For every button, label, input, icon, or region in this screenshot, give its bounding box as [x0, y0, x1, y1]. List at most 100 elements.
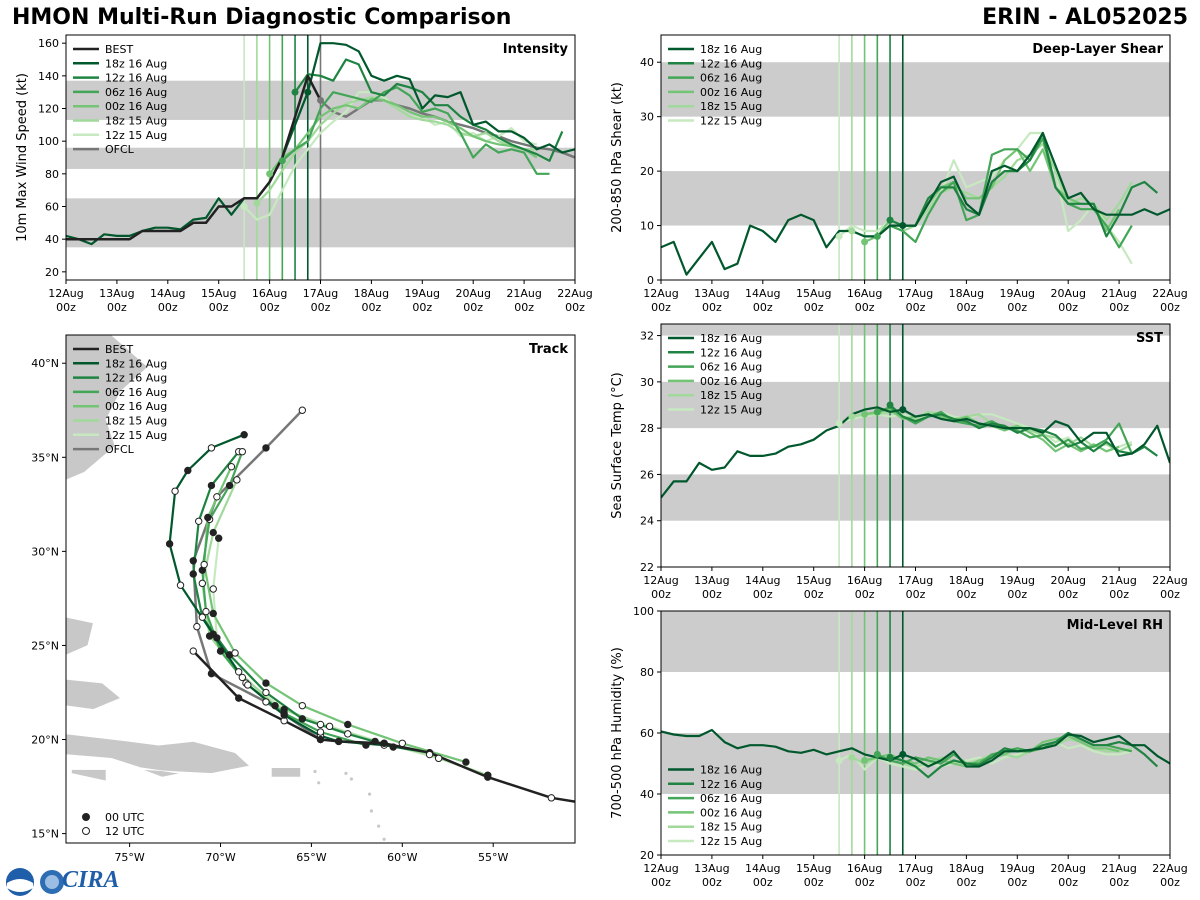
rh-xtick-label: 19Aug: [1000, 862, 1035, 875]
track-position-marker: [316, 720, 325, 729]
sst-xtick-label: 21Aug: [1101, 574, 1136, 587]
rh-series-line: [661, 728, 1170, 768]
sst-ytick-label: 30: [640, 376, 654, 389]
shear-xtick-label: 00z: [753, 301, 773, 314]
sst-init-marker: [861, 410, 869, 418]
rh-xtick-label: 00z: [1160, 876, 1180, 889]
track-position-marker: [225, 481, 234, 490]
shear-init-marker: [861, 238, 869, 246]
track-position-marker: [389, 743, 397, 751]
rh-init-marker: [835, 756, 843, 764]
track-position-marker: [316, 728, 325, 736]
sst-ylabel: Sea Surface Temp (°C): [610, 372, 625, 519]
track-position-marker: [238, 673, 247, 682]
intensity-xtick-label: 00z: [463, 301, 483, 314]
intensity-series-line: [281, 86, 550, 175]
shear-init-marker: [848, 227, 856, 235]
intensity-legend-label: 18z 15 Aug: [105, 115, 167, 128]
track-position-marker: [209, 528, 217, 537]
intensity-init-marker: [266, 170, 274, 178]
shear-xtick-label: 00z: [651, 301, 671, 314]
sst-panel-title: SST: [1136, 331, 1163, 346]
track-position-marker: [231, 649, 239, 657]
intensity-xtick-label: 00z: [260, 301, 280, 314]
island-shape: [382, 837, 386, 841]
intensity-ytick-label: 20: [45, 266, 59, 279]
land-shape: [71, 769, 107, 782]
intensity-xtick-label: 00z: [514, 301, 534, 314]
sst-xtick-label: 00z: [1007, 588, 1027, 601]
track-position-marker: [198, 579, 207, 588]
rh-xtick-label: 18Aug: [949, 862, 984, 875]
intensity-xtick-label: 21Aug: [506, 287, 541, 300]
sst-xtick-label: 16Aug: [847, 574, 882, 587]
sst-legend-label: 18z 15 Aug: [700, 389, 762, 402]
rh-xtick-label: 00z: [1109, 876, 1129, 889]
rh-xtick-label: 00z: [957, 876, 977, 889]
intensity-ylabel: 10m Max Wind Speed (kt): [15, 73, 30, 242]
intensity-series-line: [66, 42, 575, 246]
intensity-xtick-label: 00z: [209, 301, 229, 314]
track-marker-legend-label: 00 UTC: [105, 811, 145, 824]
island-shape: [344, 771, 348, 775]
intensity-xtick-label: 00z: [56, 301, 76, 314]
sst-ytick-label: 32: [640, 330, 654, 343]
track-series-line: [192, 409, 322, 741]
intensity-xtick-label: 00z: [565, 301, 585, 314]
track-xtick-label: 55°W: [478, 851, 508, 864]
intensity-init-marker: [240, 203, 248, 210]
track-position-marker: [316, 735, 325, 744]
land-shape: [271, 767, 301, 778]
rh-xtick-label: 00z: [855, 876, 875, 889]
track-position-marker: [298, 715, 307, 723]
shear-init-marker: [835, 232, 843, 240]
track-position-marker: [216, 647, 225, 655]
rh-ytick-label: 100: [633, 605, 654, 618]
track-position-marker: [380, 739, 388, 747]
sst-xtick-label: 18Aug: [949, 574, 984, 587]
rh-xtick-label: 00z: [1058, 876, 1078, 889]
track-ytick-label: 30°N: [31, 545, 59, 558]
sst-legend-label: 18z 16 Aug: [700, 332, 762, 345]
track-position-marker: [262, 698, 270, 706]
rh-xtick-label: 12Aug: [643, 862, 678, 875]
track-legend-label: 06z 16 Aug: [105, 386, 167, 399]
sst-init-marker: [899, 406, 907, 414]
shear-init-marker: [886, 216, 894, 224]
intensity-legend-label: BEST: [105, 43, 133, 56]
island-shape: [317, 781, 321, 785]
shear-panel-title: Deep-Layer Shear: [1032, 42, 1163, 57]
sst-xtick-label: 20Aug: [1050, 574, 1085, 587]
track-legend-label: 12z 16 Aug: [105, 372, 167, 385]
intensity-xtick-label: 15Aug: [201, 287, 236, 300]
intensity-xtick-label: 22Aug: [557, 287, 592, 300]
track-position-marker: [262, 688, 270, 697]
track-legend-label: 12z 15 Aug: [105, 429, 167, 442]
rh-legend-label: 18z 16 Aug: [700, 764, 762, 777]
intensity-ytick-label: 140: [38, 70, 59, 83]
shear-xtick-label: 14Aug: [745, 287, 780, 300]
noaa-logo-icon: [6, 868, 64, 896]
rh-xtick-label: 21Aug: [1101, 862, 1136, 875]
shear-series-line: [876, 137, 1133, 249]
sst-init-marker: [886, 401, 894, 409]
shear-ytick-label: 40: [640, 56, 654, 69]
intensity-xtick-label: 13Aug: [99, 287, 134, 300]
track-position-marker: [244, 681, 252, 689]
track-position-marker: [484, 771, 492, 779]
rh-xtick-label: 00z: [702, 876, 722, 889]
shear-xtick-label: 00z: [855, 301, 875, 314]
track-marker-legend-label: 12 UTC: [105, 825, 145, 838]
shear-xtick-label: 00z: [804, 301, 824, 314]
track-position-marker: [234, 668, 243, 676]
track-position-marker: [207, 444, 216, 452]
intensity-legend-label: 18z 16 Aug: [105, 57, 167, 70]
intensity-xtick-label: 20Aug: [455, 287, 490, 300]
intensity-init-marker: [253, 199, 261, 207]
track-position-marker: [209, 609, 217, 618]
track-legend-label: OFCL: [105, 443, 135, 456]
track-ytick-label: 20°N: [31, 734, 59, 747]
rh-xtick-label: 20Aug: [1050, 862, 1085, 875]
shear-xtick-label: 00z: [1058, 301, 1078, 314]
sst-xtick-label: 22Aug: [1152, 574, 1187, 587]
